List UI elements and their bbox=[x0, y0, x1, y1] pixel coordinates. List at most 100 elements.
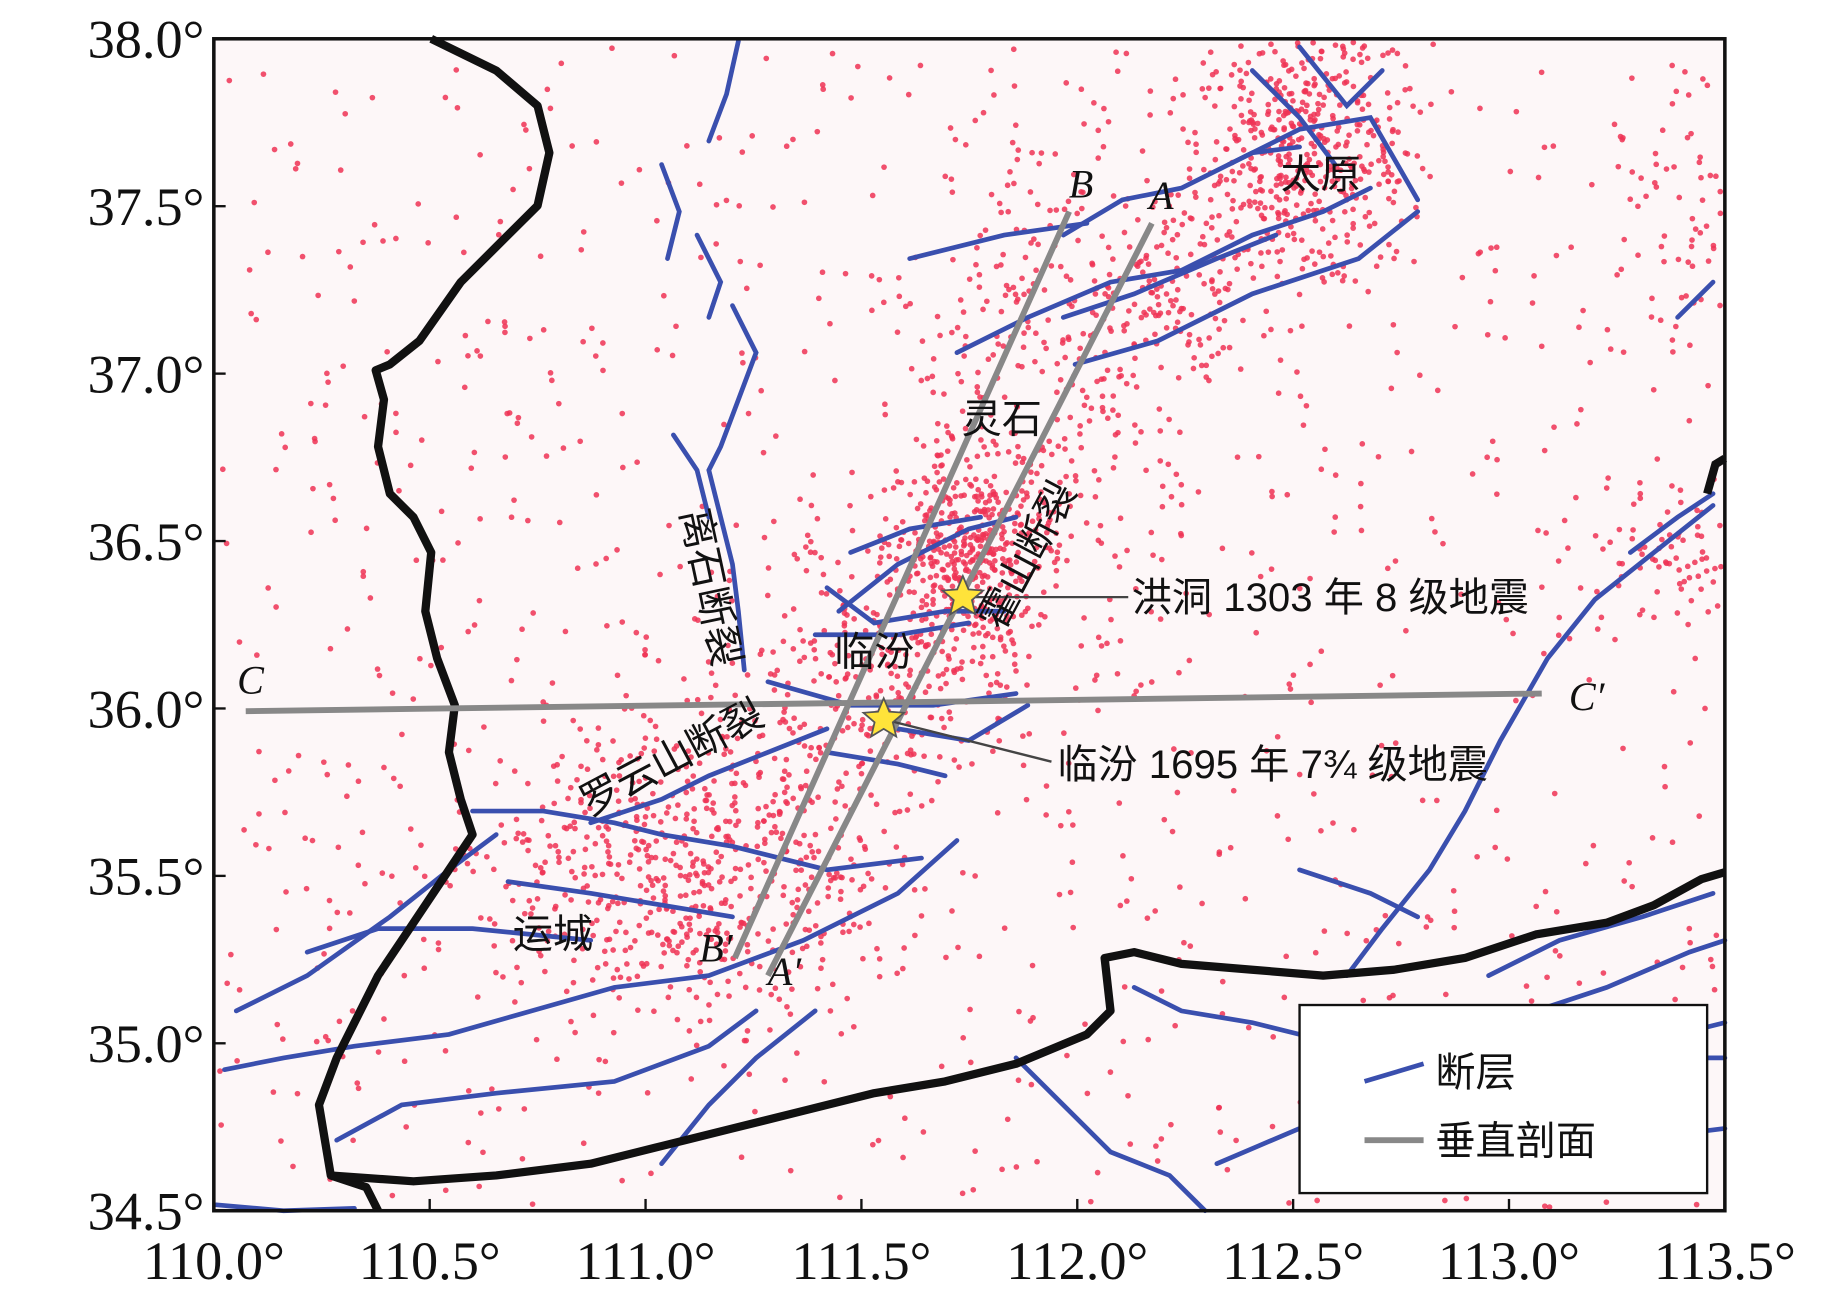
province-border bbox=[314, 35, 554, 1213]
earthquake-dot bbox=[1330, 115, 1336, 122]
earthquake-dot bbox=[1386, 104, 1393, 111]
earthquake-dot bbox=[971, 622, 978, 629]
earthquake-dot bbox=[952, 544, 959, 550]
earthquake-dot bbox=[679, 939, 685, 945]
earthquake-dot bbox=[801, 654, 808, 661]
earthquake-dot bbox=[943, 551, 950, 557]
earthquake-dot bbox=[326, 897, 333, 904]
earthquake-dot bbox=[1149, 204, 1156, 210]
earthquake-dot bbox=[640, 712, 647, 719]
earthquake-dot bbox=[1662, 783, 1668, 790]
earthquake-dot bbox=[1233, 218, 1240, 225]
earthquake-dot bbox=[1065, 198, 1072, 205]
earthquake-dot bbox=[615, 861, 622, 868]
earthquake-dot bbox=[690, 773, 697, 779]
earthquake-dot bbox=[1698, 586, 1704, 592]
earthquake-dot bbox=[1433, 797, 1440, 804]
earthquake-dot bbox=[1411, 258, 1417, 265]
earthquake-dot bbox=[1307, 661, 1313, 668]
earthquake-dot bbox=[896, 808, 903, 815]
y-tick-label: 37.5° bbox=[88, 177, 205, 237]
earthquake-dot bbox=[1065, 336, 1072, 343]
earthquake-dot bbox=[492, 780, 499, 787]
earthquake-dot bbox=[1587, 359, 1594, 366]
fault-trace bbox=[824, 749, 948, 779]
earthquake-dot bbox=[1299, 60, 1305, 66]
faults bbox=[213, 38, 1728, 1214]
earthquake-dot bbox=[930, 389, 937, 396]
earthquake-dot bbox=[943, 666, 950, 673]
earthquake-dot bbox=[946, 709, 953, 715]
earthquake-dot bbox=[1282, 207, 1288, 214]
earthquake-dot bbox=[1305, 207, 1312, 214]
earthquake-dot bbox=[1175, 374, 1182, 381]
earthquake-dot bbox=[771, 755, 778, 762]
earthquake-dot bbox=[930, 596, 936, 603]
earthquake-dot bbox=[1153, 1143, 1159, 1149]
earthquake-dot bbox=[675, 943, 682, 950]
earthquake-dot bbox=[818, 670, 825, 677]
earthquake-dot bbox=[1687, 939, 1693, 946]
earthquake-dot bbox=[1402, 150, 1409, 156]
earthquake-dot bbox=[991, 473, 998, 480]
earthquake-dot bbox=[896, 543, 903, 550]
earthquake-dot bbox=[1013, 299, 1020, 305]
earthquake-dot bbox=[1682, 68, 1688, 75]
earthquake-dot bbox=[781, 789, 788, 796]
earthquake-dot bbox=[763, 803, 769, 810]
earthquake-dot bbox=[1312, 949, 1319, 956]
earthquake-dot bbox=[967, 1006, 973, 1013]
earthquake-dot bbox=[812, 655, 819, 662]
earthquake-dot bbox=[1123, 50, 1130, 57]
earthquake-dot bbox=[1063, 80, 1070, 86]
earthquake-dot bbox=[800, 638, 806, 644]
earthquake-dot bbox=[1669, 337, 1676, 343]
earthquake-dot bbox=[1081, 121, 1087, 127]
earthquake-dot bbox=[253, 841, 259, 848]
earthquake-dot bbox=[888, 670, 894, 677]
earthquake-dot bbox=[1363, 937, 1370, 944]
earthquake-dot bbox=[1173, 471, 1180, 478]
earthquake-dot bbox=[1110, 393, 1117, 399]
earthquake-dot bbox=[1268, 188, 1274, 195]
earthquake-dot bbox=[1105, 118, 1112, 125]
earthquake-dot bbox=[942, 173, 949, 180]
earthquake-dot bbox=[945, 577, 951, 584]
earthquake-dot bbox=[1686, 417, 1693, 424]
earthquake-dot bbox=[1018, 612, 1025, 619]
earthquake-dot bbox=[1686, 925, 1693, 932]
earthquake-dot bbox=[616, 773, 623, 779]
earthquake-dot bbox=[397, 900, 403, 906]
earthquake-dot bbox=[1054, 360, 1061, 367]
earthquake-dot bbox=[1186, 166, 1193, 172]
earthquake-dot bbox=[920, 561, 926, 568]
earthquake-dot bbox=[960, 1034, 967, 1041]
earthquake-dot bbox=[737, 893, 743, 899]
earthquake-dot bbox=[1707, 172, 1714, 179]
earthquake-dot bbox=[868, 273, 875, 279]
earthquake-dot bbox=[1257, 174, 1264, 181]
earthquake-dot bbox=[637, 882, 644, 889]
earthquake-dot bbox=[1026, 529, 1033, 536]
earthquake-dot bbox=[1275, 211, 1282, 218]
earthquake-dot bbox=[967, 1059, 974, 1066]
earthquake-dot bbox=[266, 845, 272, 852]
earthquake-dot bbox=[1148, 608, 1155, 615]
earthquake-dot bbox=[723, 197, 730, 204]
earthquake-dot bbox=[1165, 461, 1172, 468]
earthquake-dot bbox=[1287, 686, 1294, 692]
earthquake-dot bbox=[510, 186, 516, 193]
earthquake-dot bbox=[1095, 155, 1102, 161]
earthquake-dot bbox=[867, 667, 873, 673]
earthquake-dot bbox=[1069, 859, 1076, 866]
earthquake-dot bbox=[1357, 51, 1363, 58]
earthquake-dot bbox=[715, 824, 721, 831]
earthquake-dot bbox=[986, 514, 993, 521]
earthquake-dot bbox=[993, 263, 1000, 270]
y-tick-label: 36.0° bbox=[88, 679, 205, 739]
earthquake-dot bbox=[721, 1062, 727, 1069]
earthquake-dot bbox=[929, 621, 935, 628]
earthquake-dot bbox=[1012, 122, 1019, 129]
earthquake-dot bbox=[1029, 962, 1036, 969]
profile-label: B bbox=[1069, 162, 1094, 207]
